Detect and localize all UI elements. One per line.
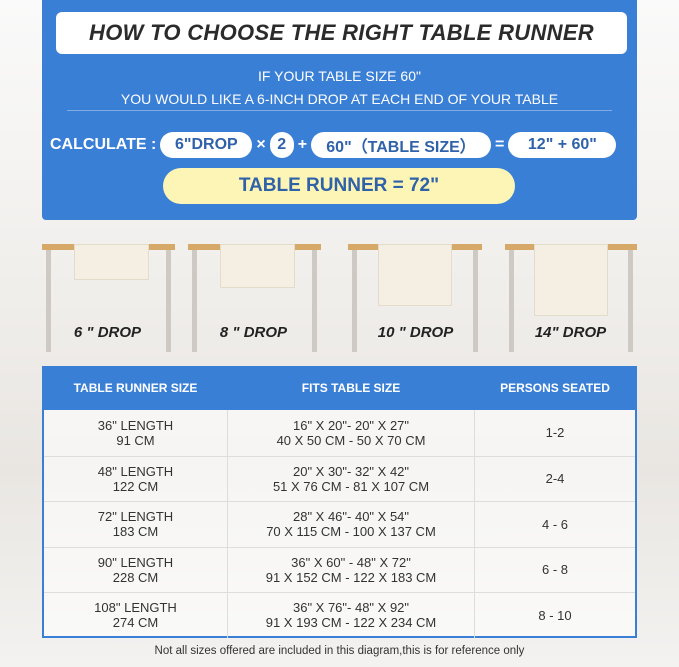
- persons-cell: 2-4: [545, 471, 565, 487]
- fit-inches: 28" X 46"- 40" X 54": [292, 509, 410, 525]
- drop-illustration-10: [348, 244, 482, 352]
- fit-inches: 36" X 60" - 48" X 72": [291, 554, 411, 570]
- intro-line-1: IF YOUR TABLE SIZE 60": [258, 68, 421, 84]
- fit-inches: 36" X 76"- 48" X 92": [292, 600, 410, 616]
- calc-label: CALCULATE :: [50, 136, 157, 153]
- length-inches: 108" LENGTH: [94, 600, 177, 616]
- page-title: HOW TO CHOOSE THE RIGHT TABLE RUNNER: [56, 12, 627, 54]
- fit-cm: 51 X 76 CM - 81 X 107 CM: [272, 478, 430, 494]
- times-sign: ×: [256, 136, 266, 153]
- runner-size-cell: 72" LENGTH 183 CM: [44, 502, 227, 547]
- table-row: 36" LENGTH 91 CM 16" X 20"- 20" X 27" 40 X…: [44, 410, 635, 456]
- equals-sign: =: [495, 136, 505, 153]
- header-fits-size: FITS TABLE SIZE: [301, 381, 401, 395]
- table-size-pill: 60"（TABLE SIZE）: [311, 132, 492, 158]
- drop-label: 6 " DROP: [73, 324, 142, 341]
- persons-cell: 8 - 10: [538, 607, 572, 623]
- persons-cell: 4 - 6: [541, 516, 568, 532]
- fit-cm: 91 X 193 CM - 122 X 234 CM: [265, 615, 437, 631]
- result-pill: TABLE RUNNER = 72": [163, 168, 515, 204]
- header-persons: PERSONS SEATED: [500, 381, 610, 395]
- table-row: 108" LENGTH 274 CM 36" X 76"- 48" X 92" 91…: [44, 592, 635, 638]
- runner-size-cell: 36" LENGTH 91 CM: [44, 410, 227, 456]
- drop-illustration-6: [42, 244, 175, 352]
- fits-size-cell: 36" X 60" - 48" X 72" 91 X 152 CM - 122 X…: [227, 547, 475, 592]
- calculation-row: CALCULATE : 6"DROP × 2 + 60"（TABLE SIZE）…: [50, 132, 617, 158]
- fit-cm: 70 X 115 CM - 100 X 137 CM: [266, 524, 436, 540]
- length-cm: 122 CM: [112, 478, 159, 494]
- length-cm: 183 CM: [112, 524, 159, 540]
- sum-pill: 12" + 60": [508, 132, 617, 158]
- fit-inches: 20" X 30"- 32" X 42": [292, 463, 410, 479]
- fits-size-cell: 16" X 20"- 20" X 27" 40 X 50 CM - 50 X 70…: [227, 410, 475, 456]
- fit-cm: 91 X 152 CM - 122 X 183 CM: [265, 569, 437, 585]
- length-inches: 72" LENGTH: [97, 509, 174, 525]
- persons-cell: 1-2: [545, 425, 565, 441]
- fit-inches: 16" X 20"- 20" X 27": [292, 417, 410, 433]
- plus-sign: +: [297, 136, 308, 153]
- length-inches: 36" LENGTH: [97, 417, 174, 433]
- drop-illustration-8: [188, 244, 321, 352]
- runner-size-cell: 108" LENGTH 274 CM: [44, 593, 227, 638]
- divider: [67, 110, 612, 111]
- drop-pill: 6"DROP: [160, 132, 253, 158]
- runner-size-cell: 90" LENGTH 228 CM: [44, 548, 227, 593]
- table-row: 90" LENGTH 228 CM 36" X 60" - 48" X 72" 91…: [44, 546, 635, 593]
- drop-label: 8 " DROP: [219, 324, 288, 341]
- table-row: 72" LENGTH 183 CM 28" X 46"- 40" X 54" 70 …: [44, 501, 635, 547]
- fit-cm: 40 X 50 CM - 50 X 70 CM: [276, 432, 426, 448]
- drop-label: 10 " DROP: [377, 324, 454, 341]
- fits-size-cell: 20" X 30"- 32" X 42" 51 X 76 CM - 81 X 10…: [227, 456, 475, 501]
- drop-illustration-14: [505, 244, 637, 352]
- calculation-panel: HOW TO CHOOSE THE RIGHT TABLE RUNNER IF …: [42, 0, 637, 220]
- table-row: 48" LENGTH 122 CM 20" X 30"- 32" X 42" 51 …: [44, 455, 635, 502]
- footer-note: Not all sizes offered are included in th…: [154, 645, 525, 657]
- length-cm: 274 CM: [112, 615, 159, 631]
- fits-size-cell: 28" X 46"- 40" X 54" 70 X 115 CM - 100 X …: [227, 502, 475, 547]
- length-cm: 91 CM: [116, 432, 155, 448]
- size-table: TABLE RUNNER SIZE FITS TABLE SIZE PERSON…: [42, 366, 637, 638]
- multiplier-pill: 2: [269, 132, 294, 158]
- length-cm: 228 CM: [112, 569, 159, 585]
- fits-size-cell: 36" X 76"- 48" X 92" 91 X 193 CM - 122 X …: [227, 593, 475, 638]
- drop-label: 14" DROP: [534, 324, 607, 341]
- persons-cell: 6 - 8: [541, 562, 568, 578]
- runner-size-cell: 48" LENGTH 122 CM: [44, 457, 227, 502]
- intro-line-2: YOU WOULD LIKE A 6-INCH DROP AT EACH END…: [120, 91, 559, 107]
- length-inches: 48" LENGTH: [97, 463, 174, 479]
- table-header: TABLE RUNNER SIZE FITS TABLE SIZE PERSON…: [44, 366, 635, 410]
- header-runner-size: TABLE RUNNER SIZE: [73, 381, 198, 395]
- length-inches: 90" LENGTH: [97, 554, 174, 570]
